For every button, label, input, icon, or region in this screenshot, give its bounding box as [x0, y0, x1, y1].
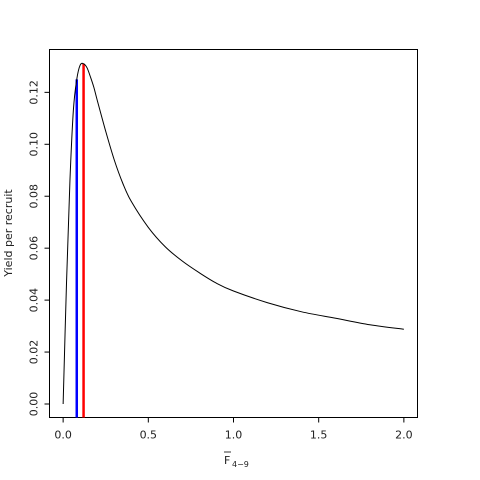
series-line — [62, 62, 404, 405]
y-axis-title: Yield per recruit — [2, 189, 15, 278]
y-tick-label: 0.02 — [28, 340, 41, 365]
y-tick-label: 0.06 — [28, 236, 41, 261]
x-tick-label: 1.0 — [225, 429, 243, 442]
y-tick-label: 0.08 — [28, 184, 41, 209]
y-tick-label: 0.00 — [28, 392, 41, 417]
y-tick-label: 0.12 — [28, 80, 41, 105]
x-axis: 0.0 0.5 1.0 1.5 2.0 — [54, 417, 413, 442]
reference-lines — [75, 63, 85, 418]
x-tick-label: 2.0 — [395, 429, 413, 442]
x-axis-title-subscript: 4−9 — [232, 460, 249, 469]
y-axis: 0.00 0.02 0.04 0.06 0.08 0.10 0.12 — [28, 80, 50, 416]
y-tick-label: 0.10 — [28, 132, 41, 157]
y-tick-label: 0.04 — [28, 288, 41, 313]
series-group — [62, 62, 404, 405]
x-axis-title-base: F — [224, 454, 230, 467]
x-tick-label: 1.5 — [310, 429, 328, 442]
x-tick-label: 0.5 — [140, 429, 158, 442]
x-axis-title: F 4−9 — [224, 451, 249, 469]
x-tick-label: 0.0 — [54, 429, 72, 442]
